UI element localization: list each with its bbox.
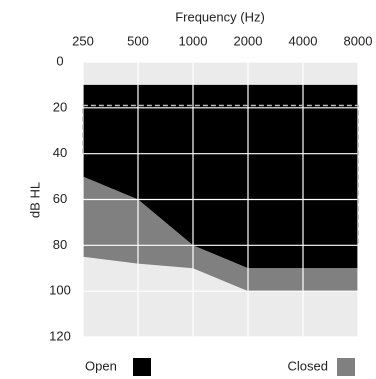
- y-tick-label: 80: [53, 237, 67, 252]
- x-tick-label: 2000: [234, 33, 263, 48]
- y-tick-label: 60: [53, 191, 67, 206]
- x-tick-label: 500: [127, 33, 149, 48]
- outline: [82, 104, 359, 246]
- x-tick-label: 1000: [179, 33, 208, 48]
- chart-title: Frequency (Hz): [175, 9, 265, 24]
- y-tick-label: 0: [56, 53, 63, 68]
- y-tick-label: 40: [53, 145, 67, 160]
- y-axis-label: dB HL: [27, 182, 42, 218]
- y-tick-label: 120: [49, 328, 71, 343]
- x-tick-label: 8000: [344, 33, 373, 48]
- band: [83, 84, 358, 269]
- legend-swatch: [133, 358, 151, 376]
- legend-label: Open: [85, 358, 117, 373]
- x-tick-label: 250: [72, 33, 94, 48]
- legend-label: Closed: [288, 358, 328, 373]
- legend-swatch: [337, 358, 355, 376]
- band: [83, 176, 358, 292]
- y-tick-label: 100: [49, 283, 71, 298]
- y-tick-label: 20: [53, 99, 67, 114]
- x-tick-label: 4000: [289, 33, 318, 48]
